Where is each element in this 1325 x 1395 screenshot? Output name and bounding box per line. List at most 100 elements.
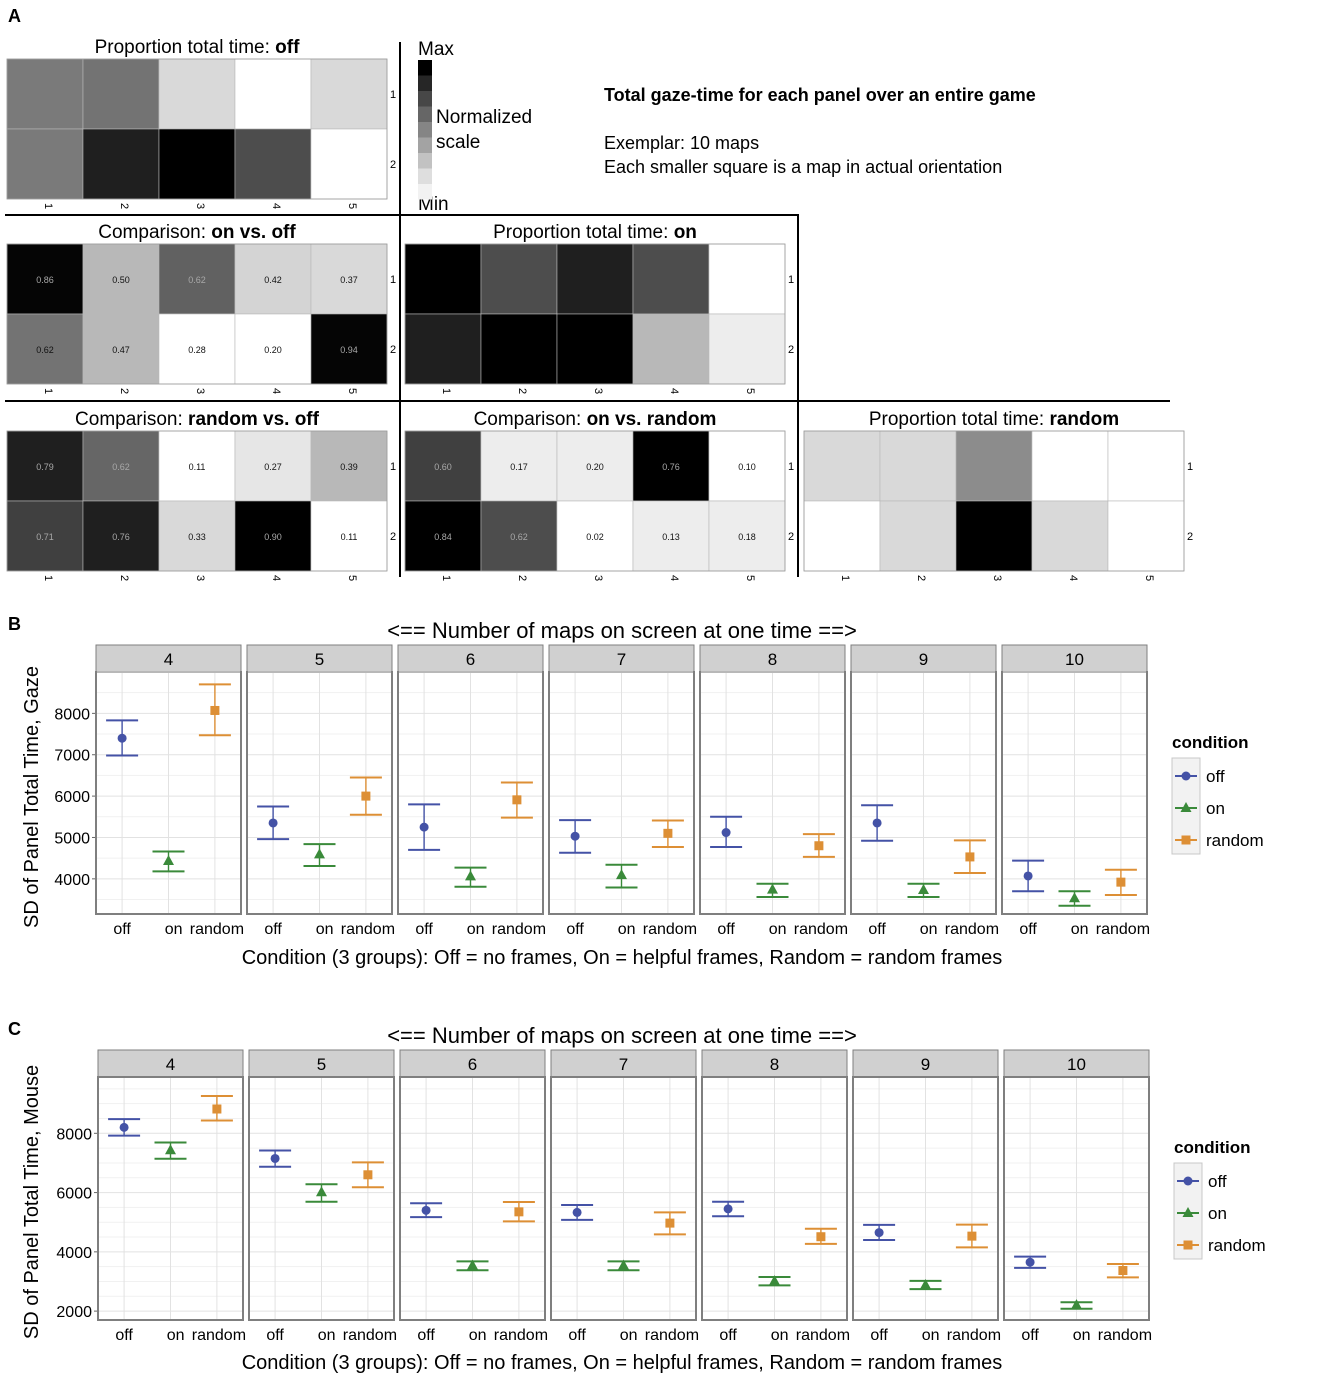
x-tick-label: on xyxy=(1071,921,1089,938)
panel-c-chart: C <== Number of maps on screen at one ti… xyxy=(8,1019,1152,1374)
heatmap-col-label: 4 xyxy=(270,575,282,581)
heatmap-col-label: 3 xyxy=(194,388,206,394)
heatmap-title-bold: random xyxy=(1049,409,1119,430)
heatmap-title-bold: on xyxy=(674,222,697,243)
heatmap-random: Proportion total time: random 1 2 1 2 3 4 5 xyxy=(803,409,1193,581)
point-marker xyxy=(117,733,127,743)
x-tick-label: on xyxy=(318,1327,336,1344)
heatmap-col-label: 2 xyxy=(516,575,528,581)
facet-label: 10 xyxy=(1067,1055,1086,1074)
point-marker xyxy=(723,1204,733,1214)
facet-label: 6 xyxy=(466,650,475,669)
heatmap-cell-value: 0.62 xyxy=(112,462,130,472)
heatmap-cell xyxy=(158,128,236,200)
panel-b-xlabel: Condition (3 groups): Off = no frames, O… xyxy=(242,947,1003,969)
facet-label: 5 xyxy=(315,650,324,669)
panel-b-letter: B xyxy=(8,614,21,634)
x-tick-label: on xyxy=(316,921,334,938)
heatmap-cell-value: 0.94 xyxy=(340,345,358,355)
y-tick-label: 4000 xyxy=(56,1245,92,1262)
heatmap-cell xyxy=(158,430,236,502)
point-marker xyxy=(814,841,824,851)
heatmap-cell xyxy=(310,58,388,130)
heatmap-cell xyxy=(803,430,881,502)
heatmap-on: Proportion total time: on 1 2 1 2 3 4 5 xyxy=(404,222,794,394)
point-marker xyxy=(512,795,522,805)
scale-label-line2: scale xyxy=(436,132,480,153)
point-marker xyxy=(316,1186,327,1197)
facet-strip xyxy=(397,644,544,673)
heatmap-cell xyxy=(158,313,236,385)
heatmap-title-bold: on vs. random xyxy=(587,409,717,430)
heatmap-cell xyxy=(480,430,558,502)
heatmap-col-label: 3 xyxy=(592,575,604,581)
heatmap-cell-value: 0.62 xyxy=(510,532,528,542)
point-marker xyxy=(419,822,429,832)
heatmap-cell-value: 0.76 xyxy=(112,532,130,542)
heatmap-cell-value: 0.62 xyxy=(188,275,206,285)
heatmap-title-prefix: Proportion total time: xyxy=(869,409,1050,430)
heatmap-random-vs-off: Comparison: random vs. off 0.79 0.62 0.11 0.… xyxy=(6,409,396,581)
panel-c-ylabel: SD of Panel Total Time, Mouse xyxy=(21,1065,43,1339)
heatmap-cell xyxy=(556,243,634,315)
point-marker xyxy=(361,791,371,801)
panel-c-title: <== Number of maps on screen at one time… xyxy=(387,1023,857,1048)
panel-a: A Proportion total time: off 1 2 1 2 3 4 5 Comp… xyxy=(5,6,1193,581)
heatmap-cell xyxy=(82,128,160,200)
point-marker xyxy=(363,1170,373,1180)
point-marker xyxy=(918,884,929,895)
point-marker xyxy=(767,883,778,894)
point-marker xyxy=(1180,802,1192,812)
facet-strip xyxy=(95,644,242,673)
heatmap-cell xyxy=(82,430,160,502)
x-tick-label: on xyxy=(165,921,183,938)
heatmap-cell-value: 0.18 xyxy=(738,532,756,542)
heatmap-cell-value: 0.90 xyxy=(264,532,282,542)
panel-c-plot-area: 2000 4000 6000 8000 4 off on random 5 off on random… xyxy=(56,1049,1152,1344)
heatmap-col-label: 5 xyxy=(744,575,756,581)
heatmap-col-label: 4 xyxy=(270,388,282,394)
heatmap-title-prefix: Comparison: xyxy=(98,222,211,243)
heatmap-cell xyxy=(158,58,236,130)
panel-b-title: <== Number of maps on screen at one time… xyxy=(387,618,857,643)
facet-strip xyxy=(852,1049,999,1078)
x-tick-label: off xyxy=(115,1327,133,1344)
x-tick-label: random xyxy=(192,1327,246,1344)
heatmap-title: Proportion total time: on xyxy=(493,222,697,243)
heatmap-cell xyxy=(310,500,388,572)
heatmap-col-label: 4 xyxy=(1067,575,1079,581)
heatmap-off: Proportion total time: off 1 2 1 2 3 4 5 xyxy=(6,37,396,209)
facet-label: 10 xyxy=(1065,650,1084,669)
heatmap-cell xyxy=(404,430,482,502)
legend-label: random xyxy=(1208,1236,1266,1255)
heatmap-title-prefix: Comparison: xyxy=(75,409,188,430)
x-tick-label: on xyxy=(1073,1327,1091,1344)
heatmap-cell-value: 0.11 xyxy=(341,532,358,542)
heatmap-border xyxy=(6,430,388,572)
facet-strip xyxy=(248,1049,395,1078)
heatmap-cell-value: 0.84 xyxy=(434,532,452,542)
normalized-scale-legend: Max Min Normalized scale xyxy=(418,39,532,215)
heatmap-col-label: 3 xyxy=(194,575,206,581)
heatmap-cell xyxy=(480,313,558,385)
condition-legend-c: condition off on random xyxy=(1173,1138,1266,1260)
x-tick-label: off xyxy=(717,921,735,938)
x-tick-label: random xyxy=(945,921,999,938)
point-marker xyxy=(920,1279,931,1290)
legend-label: off xyxy=(1206,767,1225,786)
point-marker xyxy=(467,1259,478,1270)
heatmap-cell xyxy=(234,313,312,385)
legend-label: on xyxy=(1206,799,1225,818)
heatmap-cell-value: 0.50 xyxy=(112,275,130,285)
point-marker xyxy=(1025,1257,1035,1267)
heatmap-row-label: 1 xyxy=(788,461,794,473)
heatmap-title: Comparison: on vs. off xyxy=(98,222,296,243)
heatmap-cell xyxy=(879,430,957,502)
x-tick-label: random xyxy=(492,921,546,938)
point-marker xyxy=(721,828,731,838)
facet-label: 7 xyxy=(617,650,626,669)
heatmap-cell-value: 0.62 xyxy=(36,345,54,355)
x-tick-label: off xyxy=(264,921,282,938)
point-marker xyxy=(314,848,325,859)
